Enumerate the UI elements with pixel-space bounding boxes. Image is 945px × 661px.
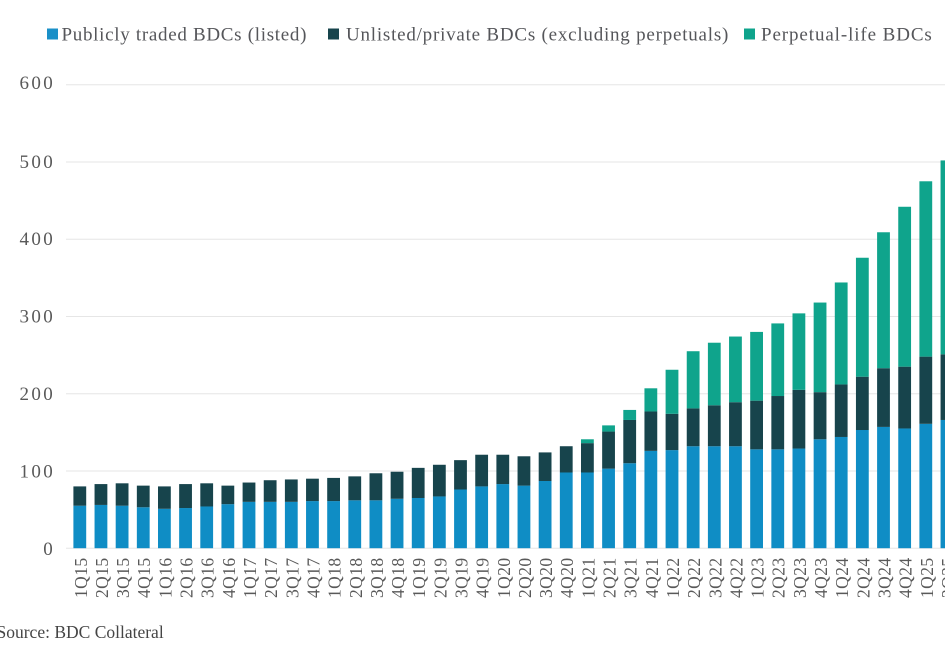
svg-text:1Q20: 1Q20 xyxy=(494,558,514,599)
svg-text:4Q24: 4Q24 xyxy=(896,558,916,599)
svg-text:2Q23: 2Q23 xyxy=(769,558,789,599)
svg-text:2Q18: 2Q18 xyxy=(346,558,366,599)
svg-text:0: 0 xyxy=(43,539,55,560)
svg-text:3Q23: 3Q23 xyxy=(790,558,810,599)
svg-text:3Q22: 3Q22 xyxy=(705,558,725,599)
svg-text:300: 300 xyxy=(19,307,55,328)
svg-text:200: 200 xyxy=(19,384,55,405)
svg-text:1Q23: 1Q23 xyxy=(748,558,768,599)
svg-text:1Q19: 1Q19 xyxy=(409,558,429,599)
svg-text:3Q21: 3Q21 xyxy=(621,558,641,599)
svg-text:Unlisted/private BDCs (excludi: Unlisted/private BDCs (excluding perpetu… xyxy=(346,25,729,46)
svg-text:2Q25: 2Q25 xyxy=(938,558,945,599)
svg-text:2Q15: 2Q15 xyxy=(92,558,112,599)
svg-text:2Q21: 2Q21 xyxy=(600,558,620,599)
svg-text:1Q21: 1Q21 xyxy=(578,558,598,599)
svg-text:3Q17: 3Q17 xyxy=(282,558,302,599)
svg-text:3Q20: 3Q20 xyxy=(536,558,556,599)
svg-text:4Q22: 4Q22 xyxy=(726,558,746,599)
svg-text:2Q24: 2Q24 xyxy=(853,558,873,599)
svg-text:1Q17: 1Q17 xyxy=(240,558,260,599)
svg-text:1Q16: 1Q16 xyxy=(155,558,175,599)
svg-text:2Q17: 2Q17 xyxy=(261,558,281,599)
svg-text:1Q18: 1Q18 xyxy=(325,558,345,599)
svg-text:3Q18: 3Q18 xyxy=(367,558,387,599)
svg-text:Publicly traded BDCs (listed): Publicly traded BDCs (listed) xyxy=(62,25,308,46)
svg-text:2Q22: 2Q22 xyxy=(684,558,704,599)
svg-text:2Q16: 2Q16 xyxy=(177,558,197,599)
svg-text:2Q19: 2Q19 xyxy=(430,558,450,599)
svg-text:1Q15: 1Q15 xyxy=(71,558,91,599)
svg-text:4Q21: 4Q21 xyxy=(642,558,662,599)
svg-text:1Q24: 1Q24 xyxy=(832,558,852,599)
svg-text:Source: BDC Collateral: Source: BDC Collateral xyxy=(0,622,164,642)
svg-text:4Q19: 4Q19 xyxy=(473,558,493,599)
svg-text:3Q24: 3Q24 xyxy=(875,558,895,599)
svg-text:4Q17: 4Q17 xyxy=(303,558,323,599)
svg-text:4Q15: 4Q15 xyxy=(134,558,154,599)
svg-text:1Q22: 1Q22 xyxy=(663,558,683,599)
svg-text:4Q16: 4Q16 xyxy=(219,558,239,599)
svg-text:600: 600 xyxy=(19,73,55,94)
svg-text:4Q20: 4Q20 xyxy=(557,558,577,599)
svg-text:Perpetual-life BDCs: Perpetual-life BDCs xyxy=(761,25,933,46)
svg-text:4Q23: 4Q23 xyxy=(811,558,831,599)
svg-text:100: 100 xyxy=(19,461,55,482)
svg-text:3Q15: 3Q15 xyxy=(113,558,133,599)
svg-text:2Q20: 2Q20 xyxy=(515,558,535,599)
svg-text:3Q16: 3Q16 xyxy=(198,558,218,599)
svg-text:1Q25: 1Q25 xyxy=(917,558,937,599)
svg-text:3Q19: 3Q19 xyxy=(452,558,472,599)
svg-text:4Q18: 4Q18 xyxy=(388,558,408,599)
svg-text:400: 400 xyxy=(19,229,55,250)
svg-text:500: 500 xyxy=(19,152,55,173)
